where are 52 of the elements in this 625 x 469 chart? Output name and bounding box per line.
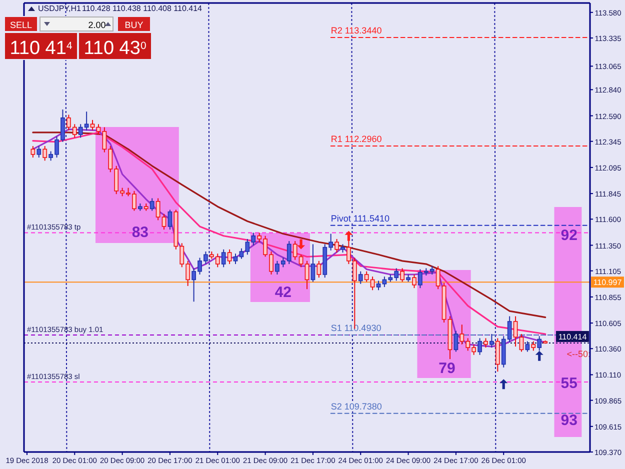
annotation: 42 xyxy=(274,284,292,301)
annotation: 83 xyxy=(132,224,149,241)
annotation: 93 xyxy=(560,412,578,429)
candlestick xyxy=(412,274,416,289)
candlestick xyxy=(376,280,381,291)
candlestick xyxy=(400,268,405,282)
candlestick xyxy=(454,330,458,352)
candlestick xyxy=(334,238,339,254)
candlestick xyxy=(513,316,518,348)
candlestick xyxy=(484,338,488,348)
annotation: 110 41$^{4}$ xyxy=(10,38,72,59)
candlestick xyxy=(519,334,524,352)
candlestick xyxy=(316,260,322,278)
candlestick xyxy=(221,248,226,268)
candlestick xyxy=(531,340,536,352)
chart-title: USDJPY,H1 xyxy=(38,4,82,13)
series-label: S1 110.4930 xyxy=(330,323,382,334)
candlestick xyxy=(156,198,160,221)
annotation: 92 xyxy=(560,227,578,244)
candlestick xyxy=(36,146,42,158)
candlestick xyxy=(525,340,530,352)
candlestick xyxy=(90,119,95,131)
annotation: 79 xyxy=(438,360,456,377)
candlestick xyxy=(358,270,363,284)
candlestick xyxy=(478,338,482,356)
chart-subtitle: 110.428 110.438 110.408 110.414 xyxy=(82,4,203,13)
point xyxy=(535,350,544,361)
candlestick xyxy=(310,244,316,282)
candlestick xyxy=(233,253,238,265)
point xyxy=(297,239,306,250)
series-label: Pivot 111.5410 xyxy=(330,213,390,224)
series-label: R1 112.2960 xyxy=(330,134,382,144)
candlestick xyxy=(150,198,154,212)
annotation: SELL xyxy=(10,20,32,30)
point xyxy=(500,379,508,390)
candlestick xyxy=(304,260,310,290)
annotation: BUY xyxy=(124,20,144,30)
candlestick xyxy=(162,213,166,230)
candlestick xyxy=(490,334,494,348)
candlestick xyxy=(30,146,36,158)
candlestick xyxy=(227,248,232,265)
candlestick xyxy=(495,338,500,372)
point xyxy=(344,230,353,241)
candlestick xyxy=(42,146,48,162)
ref-line-label: 110.414 xyxy=(558,332,588,342)
annotation: 55 xyxy=(560,375,578,392)
ref-line-label: 110.997 xyxy=(593,278,622,288)
annotation: 110 43$^{0}$ xyxy=(84,38,146,59)
annotation: 2.00 xyxy=(88,20,106,30)
series-label: S2 109.7380 xyxy=(330,401,382,412)
series-label: R2 113.3440 xyxy=(330,25,382,36)
candlestick xyxy=(168,209,172,230)
